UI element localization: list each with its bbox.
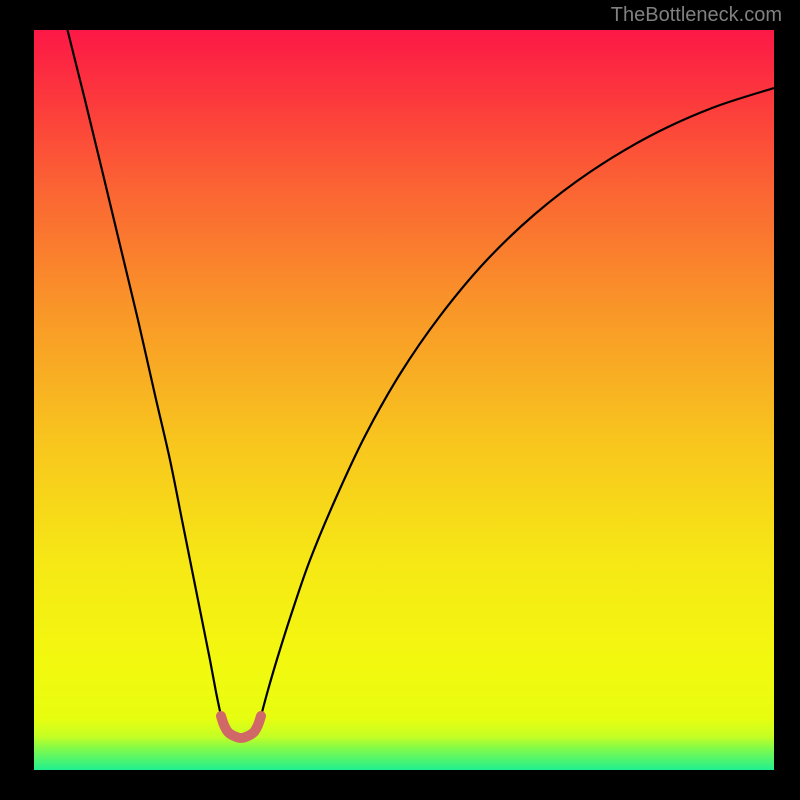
curve-svg bbox=[34, 30, 774, 770]
valley-marker bbox=[221, 716, 261, 738]
chart-plot-area bbox=[34, 30, 774, 770]
curve-right-branch bbox=[261, 88, 774, 716]
watermark-text: TheBottleneck.com bbox=[611, 4, 782, 27]
curve-left-branch bbox=[60, 30, 221, 716]
